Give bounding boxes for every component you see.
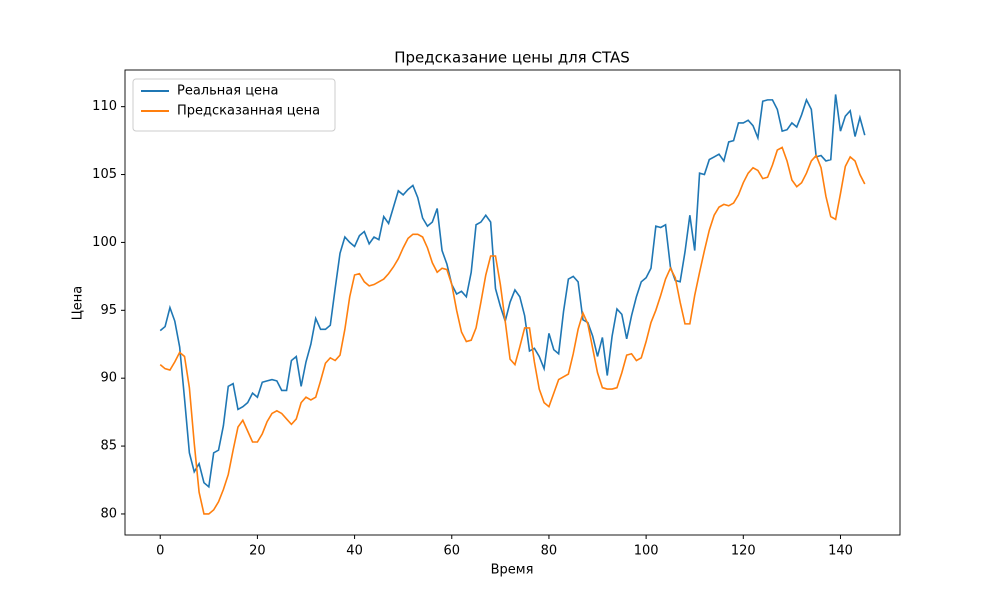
chart-title: Предсказание цены для CTAS [394, 49, 629, 67]
y-tick-label: 85 [100, 439, 117, 454]
legend-label: Предсказанная цена [177, 104, 320, 119]
series-line [159, 94, 866, 489]
x-axis-label: Время [491, 563, 534, 578]
y-tick-label: 95 [100, 303, 117, 318]
x-tick-label: 100 [634, 544, 659, 559]
x-tick-label: 20 [249, 544, 266, 559]
y-tick-label: 90 [100, 371, 117, 386]
y-tick-label: 105 [92, 167, 117, 182]
plot-frame [124, 69, 901, 536]
series-line [159, 146, 866, 515]
x-tick-label: 120 [731, 544, 756, 559]
legend-box [132, 78, 336, 132]
x-tick-label: 60 [443, 544, 460, 559]
legend-label: Реальная цена [177, 84, 279, 99]
y-axis-label: Цена [71, 286, 86, 321]
x-tick-label: 0 [156, 544, 164, 559]
y-tick-label: 100 [92, 235, 117, 250]
y-tick-label: 80 [100, 506, 117, 521]
x-tick-label: 80 [541, 544, 558, 559]
y-tick-label: 110 [92, 99, 117, 114]
x-tick-label: 140 [828, 544, 853, 559]
x-tick-label: 40 [346, 544, 363, 559]
